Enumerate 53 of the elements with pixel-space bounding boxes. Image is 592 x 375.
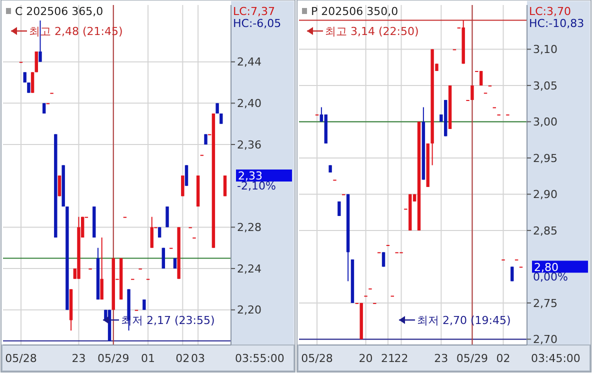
candlestick (220, 113, 223, 124)
x-tick-label: 02 (176, 352, 190, 365)
y-tick-label: 3,00 (533, 116, 558, 129)
candlestick (223, 175, 227, 197)
candlestick (479, 70, 483, 86)
y-tick-label: 3,10 (533, 43, 558, 56)
x-tick-label: 05/29 (98, 352, 130, 365)
y-tick-label: 3,05 (533, 79, 558, 92)
candlestick (27, 82, 30, 94)
candlestick (382, 252, 386, 268)
x-tick-label: 23 (434, 352, 448, 365)
x-tick-label: 22 (394, 352, 408, 365)
x-tick-label: 02 (496, 352, 510, 365)
y-tick-label: 2,70 (533, 333, 558, 346)
candlestick (510, 266, 514, 282)
x-tick-label: 05/28 (5, 352, 37, 365)
candlestick (184, 164, 188, 186)
y-tick-label: 2,75 (533, 296, 558, 310)
y-tick-label: 2,20 (237, 304, 262, 317)
text: 03:55:00 (235, 352, 284, 365)
text: HC:-10,83 (529, 17, 584, 30)
x-tick-label: 03 (191, 352, 206, 365)
text: LC:7,37 (233, 5, 276, 18)
candlestick (150, 216, 154, 248)
y-tick-label: 2,85 (533, 224, 558, 238)
candlestick (166, 206, 169, 228)
candlestick (30, 72, 34, 94)
y-tick-label: 2,24 (237, 262, 262, 276)
x-tick-label: 05/28 (301, 352, 333, 365)
candlestick (100, 237, 104, 300)
x-tick-label: 23 (72, 352, 86, 365)
y-tick-label: 2,36 (237, 138, 262, 152)
x-tick-label: 05/29 (456, 352, 488, 365)
annotation: C 202506 365,0 (15, 5, 104, 18)
text: LC:3,70 (529, 5, 572, 18)
candlestick (58, 175, 62, 197)
annotation: 최고 3,14 (22:50) (325, 25, 419, 38)
text: HC:-6,05 (233, 17, 282, 30)
y-tick-label: 2,40 (237, 97, 262, 110)
x-tick-label: 01 (141, 352, 156, 365)
y-tick-label: 2,90 (533, 188, 558, 202)
y-tick-label: 2,28 (237, 221, 262, 234)
text: 03:45:00 (531, 352, 580, 365)
candlestick (34, 51, 38, 73)
candlestick (470, 85, 474, 100)
y-tick-label: 2,44 (237, 56, 262, 69)
x-tick-label: 20 (358, 352, 373, 365)
y-tick-label: 2,95 (533, 152, 558, 165)
x-tick-label: 21 (380, 352, 395, 365)
candlestick (181, 175, 184, 197)
candlestick (142, 299, 146, 310)
candlestick (338, 200, 341, 216)
annotation: P 202506 350,0 (311, 5, 398, 18)
